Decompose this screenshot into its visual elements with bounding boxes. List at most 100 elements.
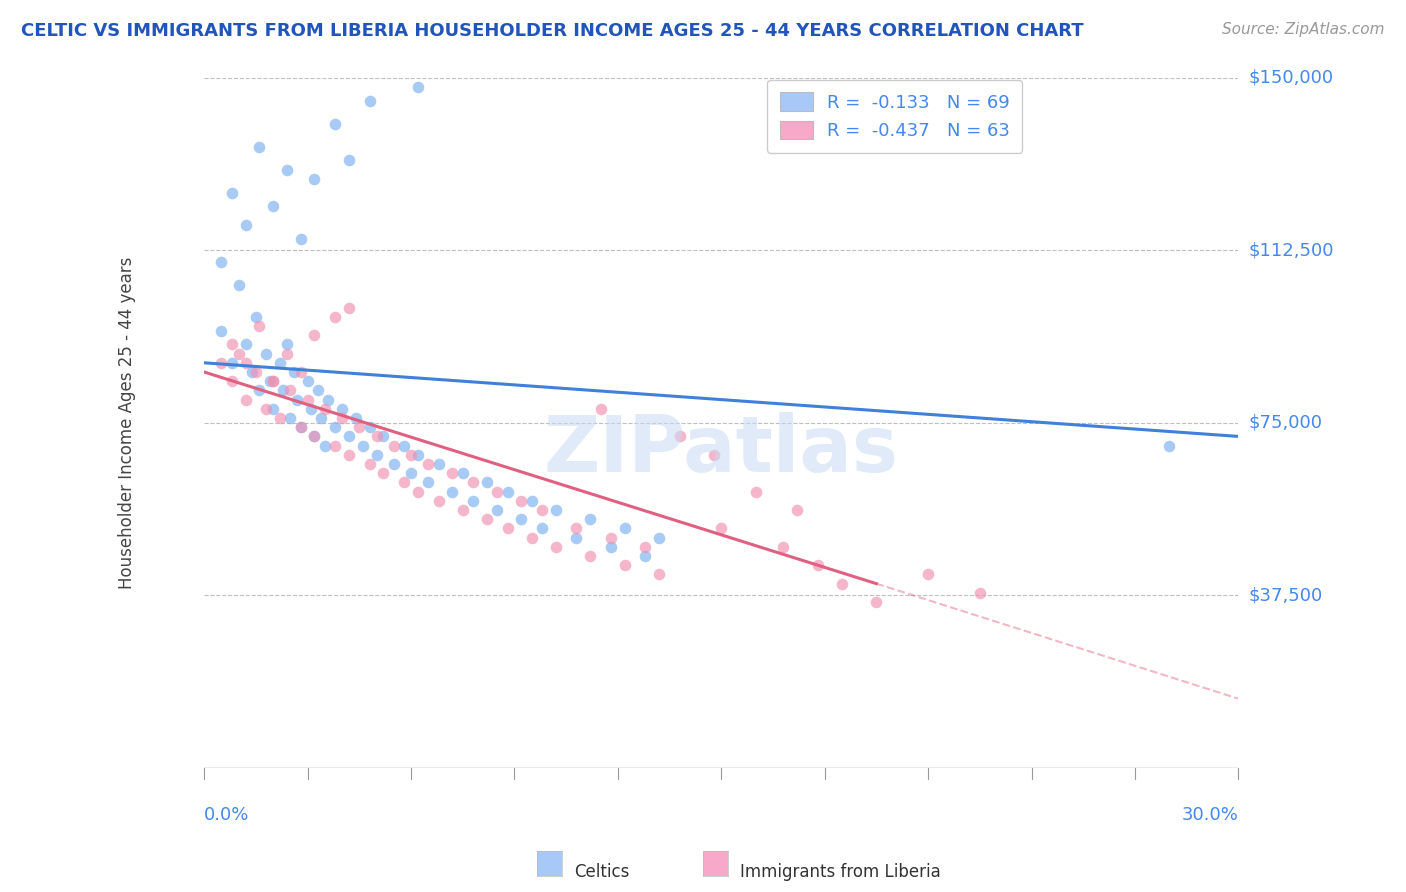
- Point: [406, 79, 429, 94]
- Point: [228, 346, 250, 360]
- Point: [579, 549, 602, 563]
- Point: [565, 521, 588, 535]
- Point: [307, 384, 329, 398]
- Point: [311, 411, 333, 425]
- Point: [247, 139, 270, 153]
- Point: [304, 328, 326, 343]
- Point: [544, 503, 567, 517]
- Point: [451, 24, 474, 38]
- Point: [496, 484, 519, 499]
- Text: $112,500: $112,500: [1249, 241, 1334, 259]
- Point: [530, 521, 553, 535]
- Point: [221, 356, 243, 370]
- Point: [530, 503, 553, 517]
- Point: [314, 401, 336, 416]
- Text: ZIPatlas: ZIPatlas: [544, 412, 898, 488]
- Point: [427, 493, 450, 508]
- Point: [276, 337, 298, 351]
- Point: [865, 595, 887, 609]
- Point: [262, 401, 284, 416]
- Point: [297, 392, 319, 407]
- Point: [648, 567, 671, 582]
- Point: [235, 356, 257, 370]
- Point: [406, 484, 429, 499]
- Point: [352, 439, 374, 453]
- Point: [406, 448, 429, 462]
- Point: [235, 392, 257, 407]
- Point: [337, 429, 360, 443]
- Point: [349, 420, 371, 434]
- Point: [235, 337, 257, 351]
- Point: [600, 531, 623, 545]
- Point: [337, 153, 360, 168]
- Point: [278, 384, 301, 398]
- Point: [259, 374, 281, 388]
- Point: [221, 374, 243, 388]
- Point: [510, 512, 533, 526]
- Point: [399, 467, 422, 481]
- Point: [786, 503, 808, 517]
- Point: [262, 374, 284, 388]
- Point: [299, 401, 322, 416]
- Point: [209, 356, 232, 370]
- Point: [451, 503, 474, 517]
- Text: CELTIC VS IMMIGRANTS FROM LIBERIA HOUSEHOLDER INCOME AGES 25 - 44 YEARS CORRELAT: CELTIC VS IMMIGRANTS FROM LIBERIA HOUSEH…: [21, 22, 1084, 40]
- Point: [917, 567, 939, 582]
- Text: 0.0%: 0.0%: [204, 805, 249, 823]
- Point: [290, 420, 312, 434]
- Point: [382, 439, 405, 453]
- Point: [235, 218, 257, 232]
- Point: [304, 429, 326, 443]
- Point: [209, 254, 232, 268]
- Point: [441, 484, 464, 499]
- Point: [228, 277, 250, 292]
- Point: [273, 384, 295, 398]
- Point: [297, 374, 319, 388]
- Point: [613, 558, 636, 573]
- Point: [772, 540, 794, 554]
- Point: [969, 586, 991, 600]
- Point: [290, 420, 312, 434]
- Point: [520, 531, 543, 545]
- Point: [262, 199, 284, 213]
- Point: [613, 521, 636, 535]
- Point: [745, 484, 768, 499]
- Point: [221, 186, 243, 200]
- Text: Immigrants from Liberia: Immigrants from Liberia: [740, 863, 941, 881]
- Point: [373, 467, 395, 481]
- Point: [254, 346, 277, 360]
- Point: [1159, 439, 1181, 453]
- Point: [418, 457, 440, 471]
- Point: [669, 429, 692, 443]
- Point: [634, 540, 657, 554]
- Point: [544, 540, 567, 554]
- Point: [269, 356, 291, 370]
- Point: [710, 521, 733, 535]
- Point: [399, 448, 422, 462]
- Point: [589, 401, 612, 416]
- Point: [276, 346, 298, 360]
- Point: [209, 324, 232, 338]
- Point: [486, 503, 509, 517]
- Text: Householder Income Ages 25 - 44 years: Householder Income Ages 25 - 44 years: [118, 256, 135, 589]
- Point: [392, 475, 415, 490]
- Point: [441, 467, 464, 481]
- Point: [366, 448, 388, 462]
- Point: [283, 365, 305, 379]
- Text: Source: ZipAtlas.com: Source: ZipAtlas.com: [1222, 22, 1385, 37]
- Point: [285, 392, 308, 407]
- Point: [634, 549, 657, 563]
- Point: [427, 457, 450, 471]
- Point: [323, 420, 346, 434]
- Point: [344, 411, 367, 425]
- Point: [330, 411, 353, 425]
- Point: [304, 429, 326, 443]
- Point: [831, 576, 853, 591]
- Point: [323, 116, 346, 130]
- Point: [461, 493, 484, 508]
- Point: [600, 540, 623, 554]
- Point: [254, 401, 277, 416]
- Point: [648, 531, 671, 545]
- Point: [276, 162, 298, 177]
- Text: $75,000: $75,000: [1249, 414, 1323, 432]
